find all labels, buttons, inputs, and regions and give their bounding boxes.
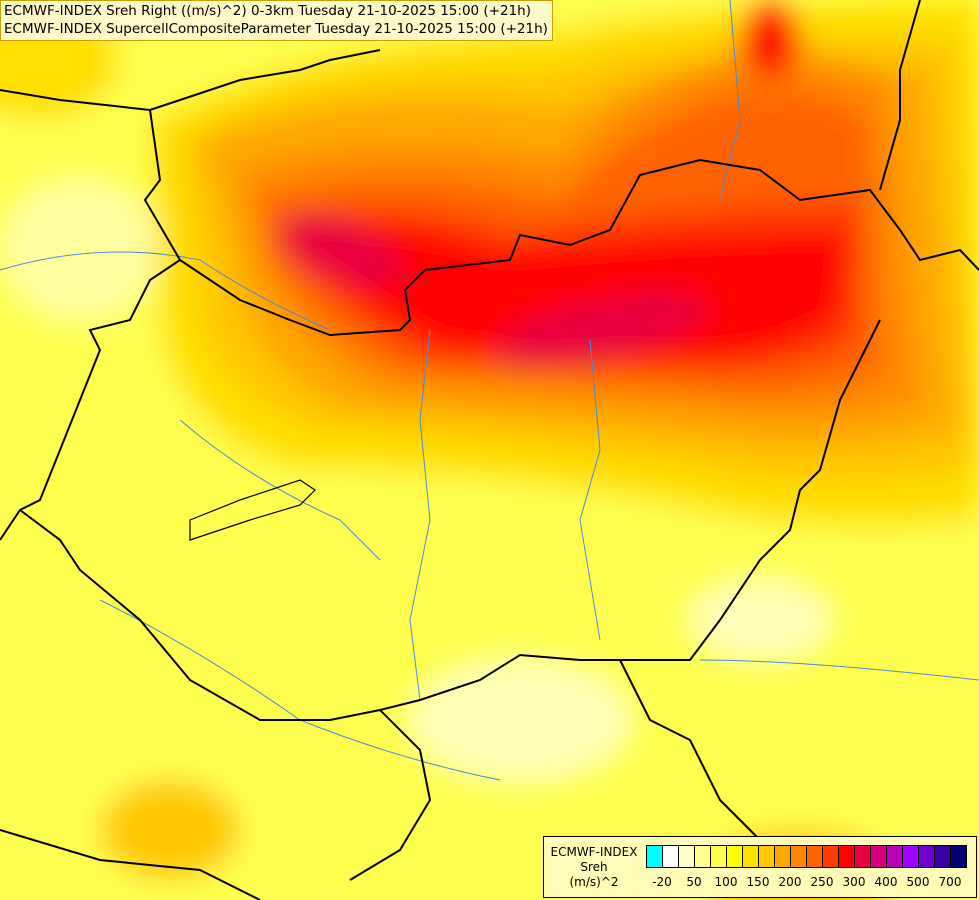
legend-swatch xyxy=(695,846,711,867)
legend-swatch xyxy=(775,846,791,867)
legend-swatch xyxy=(871,846,887,867)
legend-swatch xyxy=(887,846,903,867)
title-line-scp: ECMWF-INDEX SupercellCompositeParameter … xyxy=(4,21,548,37)
legend-tick-label: 200 xyxy=(778,875,802,889)
legend-ticks: -20 50 100 150 200 250 300 400 500 700 xyxy=(646,875,971,891)
legend-swatch xyxy=(647,846,663,867)
legend-tick-label: 700 xyxy=(938,875,962,889)
legend-tick-label: 500 xyxy=(906,875,930,889)
legend-tick-label: 50 xyxy=(686,875,702,889)
legend-swatch xyxy=(791,846,807,867)
color-legend: ECMWF-INDEX Sreh (m/s)^2 -20 50 100 150 200 2… xyxy=(543,836,977,898)
legend-tick-label: 400 xyxy=(874,875,898,889)
legend-swatch xyxy=(807,846,823,867)
legend-swatch xyxy=(839,846,855,867)
legend-swatch xyxy=(919,846,935,867)
legend-swatch xyxy=(935,846,951,867)
legend-swatch xyxy=(759,846,775,867)
map-title-box: ECMWF-INDEX Sreh Right ((m/s)^2) 0-3km T… xyxy=(0,0,553,41)
legend-source: ECMWF-INDEX xyxy=(550,845,638,859)
legend-swatches xyxy=(646,845,967,868)
legend-swatch xyxy=(663,846,679,867)
legend-swatch xyxy=(679,846,695,867)
legend-swatch xyxy=(743,846,759,867)
legend-tick-label: -20 xyxy=(652,875,672,889)
legend-tick-label: 150 xyxy=(746,875,770,889)
legend-swatch xyxy=(727,846,743,867)
legend-unit: (m/s)^2 xyxy=(569,875,619,889)
legend-swatch xyxy=(951,846,966,867)
legend-tick-label: 100 xyxy=(714,875,738,889)
legend-swatch xyxy=(711,846,727,867)
legend-parameter: Sreh xyxy=(580,860,608,874)
legend-tick-label: 250 xyxy=(810,875,834,889)
legend-swatch xyxy=(823,846,839,867)
legend-swatch xyxy=(903,846,919,867)
legend-swatch xyxy=(855,846,871,867)
legend-tick-label: 300 xyxy=(842,875,866,889)
title-line-sreh: ECMWF-INDEX Sreh Right ((m/s)^2) 0-3km T… xyxy=(4,3,531,19)
